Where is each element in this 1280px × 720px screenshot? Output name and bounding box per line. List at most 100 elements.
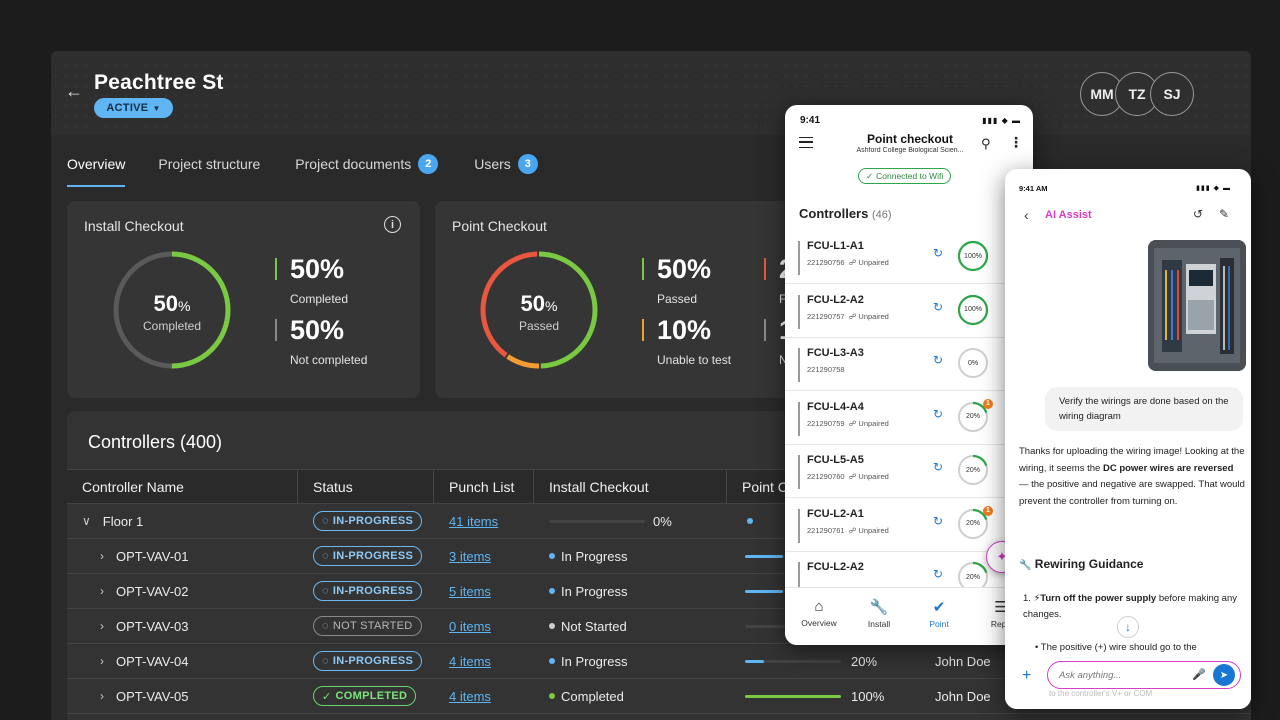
wiring-photo[interactable] xyxy=(1148,240,1246,371)
more-icon[interactable]: ⋮ xyxy=(1009,134,1023,150)
punch-list-link[interactable]: 0 items xyxy=(449,618,491,634)
search-icon[interactable]: ⚲ xyxy=(981,136,991,151)
controller-name-cell: › OPT-VAV-02 xyxy=(82,574,189,608)
install-status: Completed xyxy=(561,688,624,704)
card-title: Point Checkout xyxy=(452,218,547,234)
link-icon: ☍ xyxy=(848,258,857,267)
controller-name: FCU-L1-A1 xyxy=(807,240,864,252)
punch-list-link[interactable]: 5 items xyxy=(449,583,491,599)
stat-label: F xyxy=(779,292,787,306)
reply-text: — the positive and negative are swapped.… xyxy=(1019,479,1245,507)
in-progress-icon: ◌ xyxy=(322,585,329,597)
controller-meta: 221290759 ☍ Unpaired xyxy=(807,419,889,428)
sync-icon[interactable]: ↻ xyxy=(933,460,944,474)
list-item[interactable]: FCU-L2-A1 221290761 ☍ Unpaired ↻ 20% 1 xyxy=(785,499,1005,552)
menu-icon[interactable] xyxy=(799,137,813,148)
stat-value: 10% xyxy=(657,315,712,345)
controller-id: 221290757 xyxy=(807,311,845,321)
sync-icon[interactable]: ↻ xyxy=(933,513,944,528)
nav-overview[interactable]: ⌂ Overview xyxy=(789,598,849,628)
column-header[interactable]: Point C xyxy=(742,478,788,495)
link-icon: ☍ xyxy=(848,418,857,428)
step-bold: Turn off the power supply xyxy=(1040,593,1157,604)
table-row[interactable]: › OPT-VAV-02 ◌ IN-PROGRESS 5 items In Progres… xyxy=(67,574,1251,609)
project-status-dropdown[interactable]: ACTIVE ▼ xyxy=(94,98,173,118)
avatar[interactable]: SJ xyxy=(1150,72,1194,116)
list-item[interactable]: FCU-L4-A4 221290759 ☍ Unpaired ↻ 20% 1 xyxy=(785,392,1005,445)
progress-ring: 20% xyxy=(957,508,989,540)
column-header[interactable]: Punch List xyxy=(434,470,534,503)
ring-track xyxy=(958,348,988,378)
nav-reports[interactable]: ☰ Repo xyxy=(971,598,1031,629)
stat-label: Unable to test xyxy=(657,353,732,367)
status-cell: ◌ IN-PROGRESS xyxy=(313,504,423,538)
stat-color-bar xyxy=(275,258,277,280)
list-item[interactable]: FCU-L2-A2 221290757 ☍ Unpaired ↻ 100% xyxy=(785,285,1005,338)
progress-ring-svg xyxy=(957,294,989,325)
table-row[interactable]: › OPT-VAV-04 ◌ IN-PROGRESS 4 items In Progres… xyxy=(67,644,1251,679)
back-chevron-icon[interactable]: ‹ xyxy=(1024,207,1029,223)
column-header[interactable]: Status xyxy=(298,470,434,503)
send-icon[interactable]: ➤ xyxy=(1213,664,1235,686)
list-item[interactable]: FCU-L3-A3 221290758 ↻ 0% xyxy=(785,338,1005,391)
controller-name: OPT-VAV-02 xyxy=(116,583,189,599)
chevron-right-icon[interactable]: › xyxy=(100,549,104,563)
chat-input-bar: + Ask anything... 🎤 ➤ to the controller'… xyxy=(1005,654,1251,709)
status-dot xyxy=(549,553,555,559)
history-icon[interactable]: ↺ xyxy=(1193,207,1204,221)
tab-project-structure[interactable]: Project structure xyxy=(158,156,260,186)
tab-users[interactable]: Users 3 xyxy=(474,154,538,186)
sync-icon[interactable]: ↻ xyxy=(933,299,944,314)
microphone-icon[interactable]: 🎤 xyxy=(1192,669,1206,681)
install-cell: In Progress xyxy=(549,644,627,678)
punch-list-link[interactable]: 4 items xyxy=(449,688,491,704)
info-icon[interactable]: i xyxy=(384,216,401,233)
stat-color-bar xyxy=(275,319,277,341)
back-arrow-icon[interactable]: ← xyxy=(65,81,83,101)
sync-icon[interactable]: ↻ xyxy=(933,567,944,581)
chevron-right-icon[interactable]: › xyxy=(100,619,104,633)
link-icon: ☍ xyxy=(848,311,857,321)
tab-project-documents[interactable]: Project documents 2 xyxy=(295,154,439,186)
punch-list-link[interactable]: 3 items xyxy=(449,548,491,564)
status-text: IN-PROGRESS xyxy=(332,585,414,597)
table-group-row[interactable]: ∨ Floor 1 ◌ IN-PROGRESS 41 items 0% xyxy=(67,504,1251,539)
nav-install[interactable]: 🔧 Install xyxy=(849,598,909,629)
punch-list-link[interactable]: 4 items xyxy=(449,653,491,669)
chevron-right-icon[interactable]: › xyxy=(100,689,104,703)
punch-list-link[interactable]: 41 items xyxy=(449,513,499,529)
bottom-nav: ⌂ Overview 🔧 Install ✔ Point ☰ Repo xyxy=(785,587,1033,645)
list-item[interactable]: FCU-L1-A1 221290756 ☍ Unpaired ↻ 100% xyxy=(785,231,1005,284)
edit-icon[interactable]: ✎ xyxy=(1219,207,1230,221)
nav-point[interactable]: ✔ Point xyxy=(909,598,969,629)
punch-cell: 3 items xyxy=(449,539,491,573)
card-title: Install Checkout xyxy=(84,218,184,234)
sync-icon[interactable]: ↻ xyxy=(933,246,944,260)
check-circle-icon: ✓ xyxy=(866,170,874,181)
sync-icon[interactable]: ↻ xyxy=(933,353,944,367)
report-icon: ☰ xyxy=(994,599,1008,616)
list-item[interactable]: FCU-L5-A5 221290760 ☍ Unpaired ↻ 20% xyxy=(785,445,1005,498)
chat-input[interactable]: Ask anything... xyxy=(1047,661,1241,689)
chevron-right-icon[interactable]: › xyxy=(100,584,104,598)
pair-status: Unpaired xyxy=(858,472,889,481)
install-cell: Not Started xyxy=(549,609,627,643)
ring-fill xyxy=(957,294,989,325)
status-dot xyxy=(549,693,555,699)
column-header[interactable]: Controller Name xyxy=(67,470,298,503)
status-icons: ▮▮▮ ◆ ▬ xyxy=(1196,185,1231,192)
chevron-down-icon[interactable]: ∨ xyxy=(82,514,91,528)
avatar[interactable]: MM xyxy=(1080,72,1124,116)
column-header[interactable]: Install Checkout xyxy=(534,470,727,503)
add-attachment-icon[interactable]: + xyxy=(1022,667,1032,684)
table-row[interactable]: › OPT-VAV-05 ✓ COMPLETED 4 items Completed 100… xyxy=(67,679,1251,714)
scroll-down-icon[interactable]: ↓ xyxy=(1117,616,1139,638)
stat-passed: 50% Passed xyxy=(642,254,752,310)
ring-fill xyxy=(957,454,989,486)
status-dot xyxy=(549,588,555,594)
chevron-right-icon[interactable]: › xyxy=(100,654,104,668)
sync-icon[interactable]: ↻ xyxy=(933,406,944,421)
point-cell xyxy=(747,504,759,538)
tab-overview[interactable]: Overview xyxy=(67,156,126,187)
count-badge: 2 xyxy=(418,154,439,174)
